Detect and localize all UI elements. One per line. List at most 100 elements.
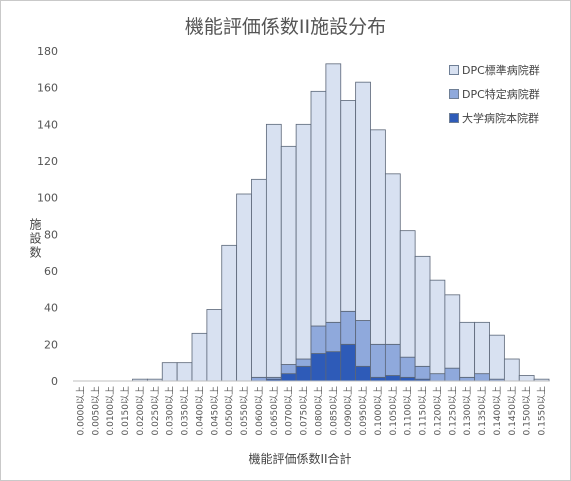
chart-title: 機能評価係数II施設分布 xyxy=(184,16,387,38)
x-tick-label: 0.0300以上 xyxy=(165,386,176,436)
x-tick-label: 0.1550以上 xyxy=(537,386,548,436)
x-tick-label: 0.1400以上 xyxy=(492,386,503,436)
x-tick-label: 0.1500以上 xyxy=(522,386,533,436)
x-tick-label: 0.1250以上 xyxy=(447,386,458,436)
legend-swatch xyxy=(449,65,459,75)
y-tick-label: 80 xyxy=(44,228,58,241)
bar-series1-19 xyxy=(355,320,371,367)
x-tick-label: 0.0100以上 xyxy=(105,386,116,436)
bar-series1-14 xyxy=(280,364,297,375)
bar-series2-6 xyxy=(161,362,178,382)
legend-label: 大学病院本院群 xyxy=(462,112,539,125)
bar-series2-18 xyxy=(340,100,357,312)
x-tick-label: 0.0900以上 xyxy=(343,386,354,436)
y-tick-label: 40 xyxy=(44,302,58,315)
bar-series0-19 xyxy=(355,365,371,382)
bar-series2-22 xyxy=(399,230,416,358)
bar-series0-22 xyxy=(399,376,416,382)
x-tick-label: 0.1350以上 xyxy=(477,386,488,436)
x-tick-label: 0.1300以上 xyxy=(462,386,473,436)
bar-series2-20 xyxy=(370,129,386,345)
bar-series2-17 xyxy=(325,63,342,323)
x-tick-label: 0.1050以上 xyxy=(388,386,399,436)
bar-series2-26 xyxy=(459,321,476,378)
x-tick-label: 0.0450以上 xyxy=(209,386,220,436)
x-tick-label: 0.1000以上 xyxy=(373,386,384,436)
x-tick-label: 0.1100以上 xyxy=(403,386,414,436)
bar-series0-21 xyxy=(384,375,401,382)
legend-label: DPC特定病院群 xyxy=(462,88,540,101)
bar-series1-25 xyxy=(444,367,461,382)
y-tick-label: 140 xyxy=(37,118,58,131)
x-tick-label: 0.0850以上 xyxy=(328,386,339,436)
bar-series1-26 xyxy=(459,376,476,382)
bar-series2-25 xyxy=(444,294,461,369)
x-tick-label: 0.1150以上 xyxy=(418,386,429,436)
bar-series2-13 xyxy=(265,123,282,378)
bar-series2-21 xyxy=(384,173,401,345)
bar-series2-15 xyxy=(295,123,312,360)
bar-series2-23 xyxy=(414,255,431,367)
x-tick-label: 0.0250以上 xyxy=(150,386,161,436)
legend-swatch xyxy=(449,89,459,99)
bar-series2-24 xyxy=(429,279,446,375)
bar-series0-17 xyxy=(325,351,342,382)
bar-series2-7 xyxy=(176,362,193,382)
bar-series2-28 xyxy=(489,334,505,380)
y-tick-label: 100 xyxy=(37,192,58,205)
y-axis-label: 施設数 xyxy=(28,218,42,260)
x-tick-label: 0.1200以上 xyxy=(432,386,443,436)
bar-series2-9 xyxy=(206,309,223,382)
y-tick-label: 180 xyxy=(37,45,58,58)
x-tick-label: 0.0500以上 xyxy=(224,386,235,436)
bar-series1-20 xyxy=(370,343,386,378)
x-tick-label: 0.0550以上 xyxy=(239,386,250,436)
bar-series2-10 xyxy=(221,244,238,382)
bar-series2-29 xyxy=(503,358,520,382)
bar-series1-27 xyxy=(474,373,490,382)
bar-series1-22 xyxy=(399,356,416,378)
x-tick-label: 0.0050以上 xyxy=(90,386,101,436)
legend-label: DPC標準病院群 xyxy=(462,64,540,77)
bar-series2-30 xyxy=(518,375,535,382)
bar-series0-15 xyxy=(295,365,312,382)
x-tick-label: 0.1450以上 xyxy=(507,386,518,436)
bar-series2-12 xyxy=(251,178,267,378)
bar-series0-14 xyxy=(280,373,297,382)
bar-series0-16 xyxy=(310,353,327,382)
bar-series1-15 xyxy=(295,358,312,367)
x-tick-label: 0.0200以上 xyxy=(135,386,146,436)
bar-series1-18 xyxy=(340,310,357,345)
y-tick-label: 160 xyxy=(37,82,58,95)
x-tick-label: 0.0750以上 xyxy=(299,386,310,436)
x-tick-label: 0.0150以上 xyxy=(120,386,131,436)
y-tick-label: 20 xyxy=(44,338,58,351)
legend-item: DPC標準病院群 xyxy=(449,62,540,78)
y-tick-label: 0 xyxy=(51,375,58,388)
x-tick-label: 0.0400以上 xyxy=(194,386,205,436)
x-tick-label: 0.0950以上 xyxy=(358,386,369,436)
y-tick-label: 60 xyxy=(44,265,58,278)
legend-swatch xyxy=(449,113,459,123)
bar-series1-21 xyxy=(384,343,401,376)
bar-series2-8 xyxy=(191,332,208,382)
bar-series2-16 xyxy=(310,90,327,327)
x-axis-label: 機能評価係数II合計 xyxy=(248,452,352,466)
bar-series1-17 xyxy=(325,321,342,353)
legend-item: DPC特定病院群 xyxy=(449,86,540,102)
bar-series0-18 xyxy=(340,343,357,382)
bar-series2-14 xyxy=(280,145,297,365)
bar-series1-24 xyxy=(429,373,446,382)
y-tick-label: 120 xyxy=(37,155,58,168)
x-tick-label: 0.0650以上 xyxy=(269,386,280,436)
x-tick-label: 0.0600以上 xyxy=(254,386,265,436)
x-tick-label: 0.0350以上 xyxy=(180,386,191,436)
bar-series1-23 xyxy=(414,365,431,380)
x-tick-label: 0.0800以上 xyxy=(313,386,324,436)
x-tick-label: 0.0700以上 xyxy=(284,386,295,436)
legend-item: 大学病院本院群 xyxy=(449,110,539,126)
x-tick-label: 0.0000以上 xyxy=(75,386,86,436)
bar-series1-16 xyxy=(310,325,327,354)
bar-series2-27 xyxy=(474,321,490,375)
